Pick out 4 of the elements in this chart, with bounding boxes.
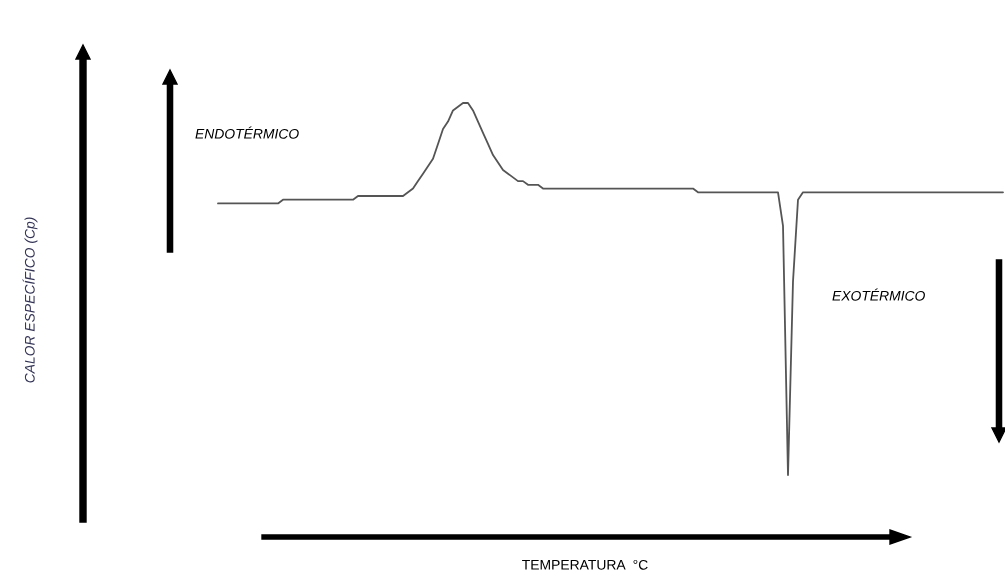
annotation: ENDOTÉRMICO [195,126,299,139]
text: CALOR ESPECÍFICO (Cp) [22,217,38,383]
text: TEMPERATURA °C [522,559,648,570]
annotation: EXOTÉRMICO [832,288,925,301]
